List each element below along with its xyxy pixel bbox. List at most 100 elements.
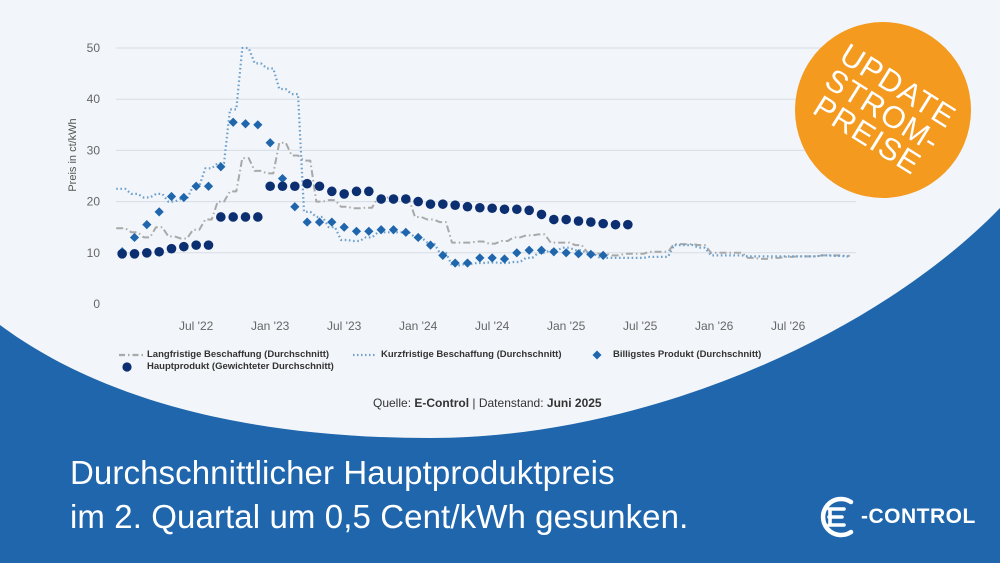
x-tick-label: Jan '24 [399, 319, 438, 333]
circle-point [401, 194, 411, 204]
diamond-point [524, 245, 534, 255]
circle-point [166, 243, 177, 254]
series-line [116, 141, 850, 260]
circle-point [216, 212, 226, 222]
diamond-point [339, 222, 349, 232]
diamond-point [351, 226, 362, 236]
circle-point [388, 194, 399, 204]
legend-long-term: Langfristige Beschaffung (Durchschnitt) [118, 349, 329, 360]
dotted-line-icon [353, 353, 377, 356]
diamond-point [561, 248, 571, 258]
circle-point [302, 178, 312, 189]
diamond-point [462, 258, 473, 268]
circle-point [413, 196, 423, 207]
legend-label: Kurzfristige Beschaffung (Durchschnitt) [381, 349, 562, 360]
update-badge: UPDATE STROM- PREISE [795, 22, 971, 198]
diamond-point [376, 225, 386, 235]
e-control-logo-mark-icon [820, 496, 854, 538]
x-tick-label: Jul '24 [475, 319, 510, 333]
diamond-point [142, 220, 152, 230]
circle-point [142, 248, 152, 258]
x-tick-label: Jul '23 [327, 319, 362, 333]
circle-point [364, 186, 374, 197]
series-line [116, 46, 850, 267]
diamond-point [438, 250, 448, 260]
x-tick-label: Jul '25 [623, 319, 658, 333]
circle-point [462, 201, 473, 212]
series-dotted [116, 46, 850, 267]
circle-point [277, 181, 288, 192]
y-tick-label: 0 [93, 297, 100, 311]
circle-point [536, 209, 547, 220]
circle-point [573, 216, 584, 226]
diamond-point [327, 217, 337, 227]
y-tick-label: 50 [87, 41, 101, 55]
diamond-point [549, 247, 559, 257]
circle-point [586, 217, 596, 227]
diamond-point [302, 217, 312, 227]
series-diamond [117, 117, 608, 268]
circle-point [438, 199, 448, 209]
circle-point [499, 204, 510, 215]
diamond-point [413, 232, 423, 243]
diamond-point [401, 227, 411, 237]
circle-point [191, 240, 201, 250]
legend-label: Hauptprodukt (Gewichteter Durchschnitt) [147, 361, 334, 372]
legend-label: Langfristige Beschaffung (Durchschnitt) [147, 349, 330, 360]
diamond-point [475, 253, 485, 263]
diamond-point [191, 181, 201, 191]
x-tick-label: Jul '26 [771, 319, 806, 333]
axis-ticks: 0 10 20 30 40 50 Jul '22 Jan '23 Jul '23 Jan '24 J… [87, 41, 806, 333]
diamond-point [487, 253, 497, 263]
diamond-point [179, 192, 189, 203]
circle-point [339, 189, 349, 199]
source-name: E-Control [414, 396, 470, 410]
circle-point [179, 241, 189, 252]
circle-point [117, 249, 127, 259]
diamond-point [154, 207, 164, 217]
diamond-point [499, 254, 510, 264]
headline: Durchschnittlicher Hauptproduktpreis im … [70, 451, 688, 539]
diamond-point [216, 162, 226, 172]
diamond-point [228, 117, 238, 127]
legend-label: Billigstes Produkt (Durchschnitt) [613, 349, 762, 360]
y-tick-label: 20 [87, 195, 101, 209]
y-tick-label: 40 [87, 92, 101, 106]
diamond-point [425, 240, 436, 250]
source-note: Quelle: E-Control | Datenstand: Juni 202… [373, 396, 602, 410]
series-circle [117, 178, 633, 259]
circle-point [376, 194, 386, 204]
circle-point [524, 205, 534, 216]
circle-point [228, 212, 238, 222]
headline-line-1: Durchschnittlicher Hauptproduktpreis [70, 454, 615, 491]
circle-point [203, 240, 214, 250]
source-separator: | [472, 396, 476, 410]
circle-point [265, 181, 275, 192]
circle-point [549, 214, 559, 225]
circle-point [475, 202, 485, 213]
circle-point [561, 214, 571, 225]
x-tick-label: Jul '22 [179, 319, 214, 333]
grid [116, 47, 856, 254]
x-tick-label: Jan '25 [547, 319, 586, 333]
headline-line-2: im 2. Quartal um 0,5 Cent/kWh gesunken. [70, 498, 689, 535]
diamond-marker-icon [592, 350, 602, 359]
circle-point [450, 200, 460, 210]
circle-point [327, 186, 337, 197]
circle-point [425, 199, 436, 209]
diamond-point [573, 249, 584, 259]
diamond-point [586, 249, 596, 259]
circle-point [129, 249, 140, 259]
diamond-point [290, 202, 300, 212]
e-control-logo: -CONTROL [817, 495, 976, 539]
circle-point [290, 181, 300, 192]
diamond-point [166, 191, 177, 202]
x-tick-label: Jan '26 [695, 319, 734, 333]
series-dash-dot [116, 141, 850, 260]
circle-point [253, 212, 263, 222]
series [116, 46, 850, 268]
circle-point [623, 219, 633, 230]
diamond-point [240, 119, 251, 129]
diamond-point [253, 120, 263, 130]
